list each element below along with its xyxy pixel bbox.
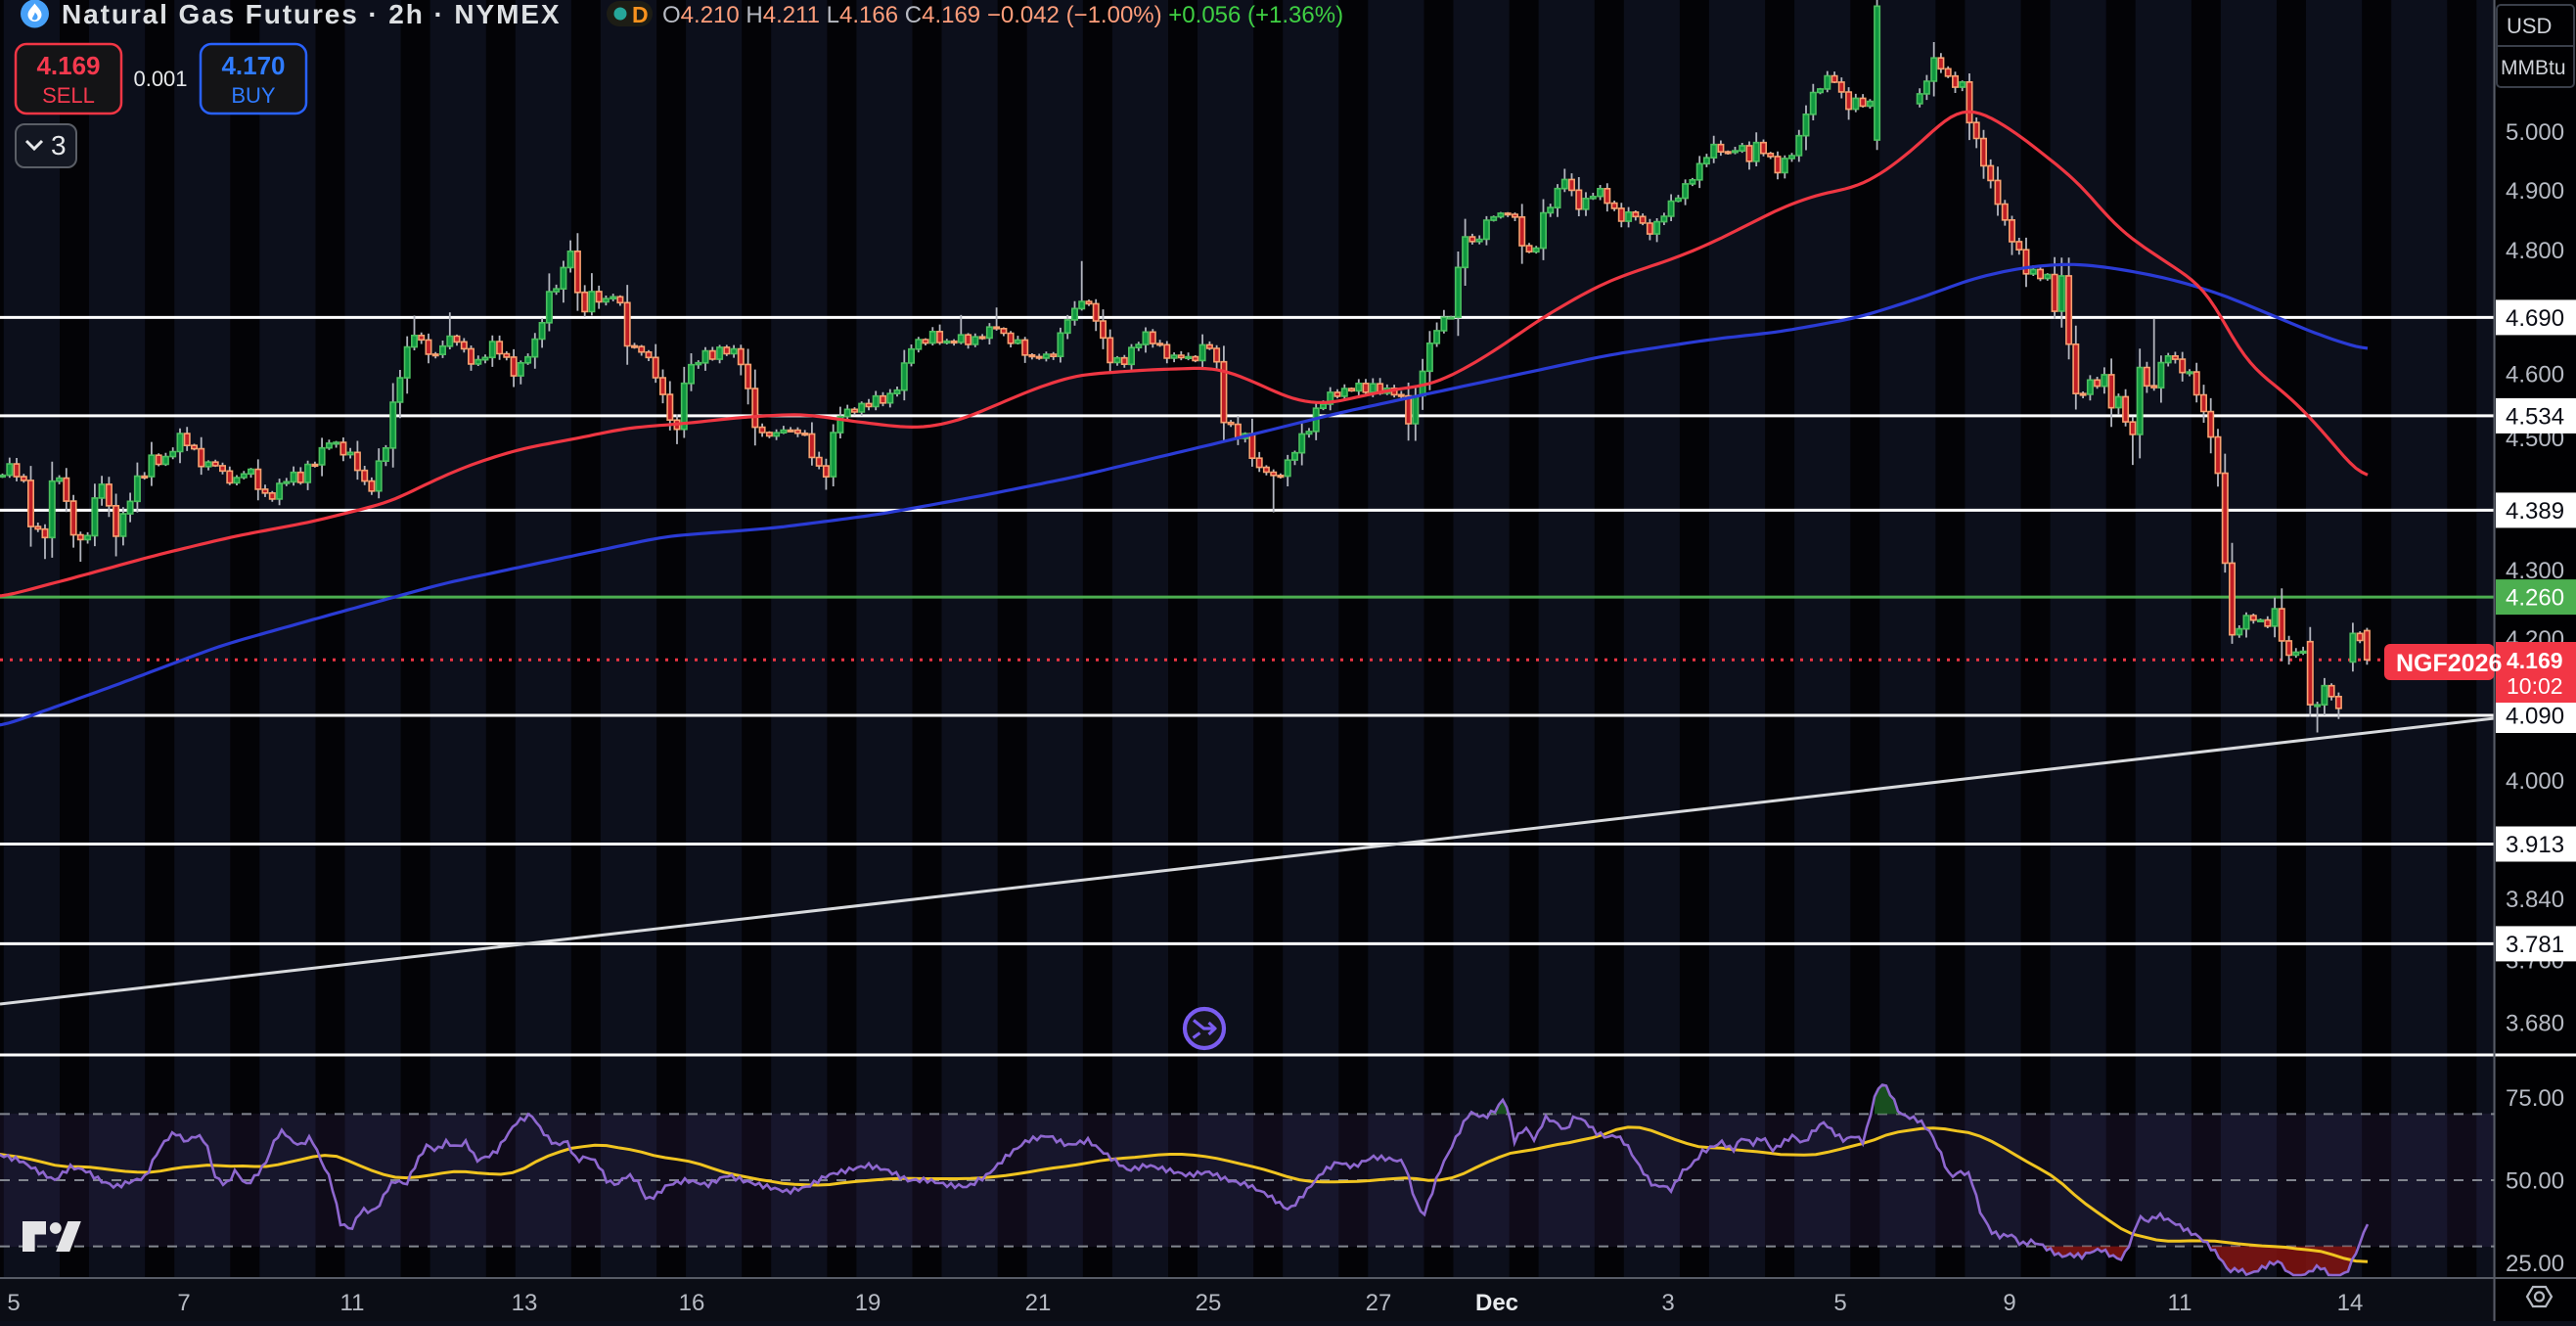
svg-text:4.690: 4.690 bbox=[2506, 305, 2564, 332]
svg-text:4.600: 4.600 bbox=[2506, 362, 2564, 389]
svg-text:3.680: 3.680 bbox=[2506, 1011, 2564, 1037]
svg-text:50.00: 50.00 bbox=[2506, 1168, 2564, 1195]
svg-text:5: 5 bbox=[7, 1290, 20, 1316]
svg-text:9: 9 bbox=[2003, 1290, 2015, 1316]
svg-text:BUY: BUY bbox=[231, 83, 276, 108]
svg-text:4.169: 4.169 bbox=[2507, 648, 2563, 673]
svg-text:4.800: 4.800 bbox=[2506, 238, 2564, 264]
svg-text:SELL: SELL bbox=[42, 83, 95, 108]
svg-text:14: 14 bbox=[2337, 1290, 2364, 1316]
svg-text:4.169: 4.169 bbox=[36, 51, 100, 80]
svg-text:4.170: 4.170 bbox=[221, 51, 285, 80]
svg-text:75.00: 75.00 bbox=[2506, 1085, 2564, 1112]
svg-text:4.389: 4.389 bbox=[2506, 498, 2564, 525]
svg-text:4.900: 4.900 bbox=[2506, 178, 2564, 205]
svg-text:3: 3 bbox=[1661, 1290, 1674, 1316]
svg-text:11: 11 bbox=[2168, 1290, 2192, 1316]
svg-text:4.090: 4.090 bbox=[2506, 704, 2564, 730]
svg-text:5.000: 5.000 bbox=[2506, 119, 2564, 146]
svg-text:Dec: Dec bbox=[1475, 1290, 1518, 1316]
svg-text:3.781: 3.781 bbox=[2506, 932, 2564, 958]
svg-text:4.534: 4.534 bbox=[2506, 404, 2564, 431]
svg-text:4.260: 4.260 bbox=[2506, 585, 2564, 612]
svg-text:13: 13 bbox=[512, 1290, 538, 1316]
svg-text:0.001: 0.001 bbox=[133, 67, 187, 91]
svg-text:4.000: 4.000 bbox=[2506, 768, 2564, 795]
svg-text:7: 7 bbox=[177, 1290, 190, 1316]
svg-text:16: 16 bbox=[679, 1290, 705, 1316]
svg-text:Natural Gas Futures · 2h · NYM: Natural Gas Futures · 2h · NYMEX bbox=[62, 0, 561, 29]
svg-text:3: 3 bbox=[51, 130, 67, 160]
svg-text:19: 19 bbox=[855, 1290, 881, 1316]
svg-text:3.913: 3.913 bbox=[2506, 832, 2564, 858]
svg-text:11: 11 bbox=[340, 1290, 365, 1316]
svg-text:3.840: 3.840 bbox=[2506, 887, 2564, 913]
svg-text:NGF2026: NGF2026 bbox=[2396, 650, 2502, 677]
svg-text:5: 5 bbox=[1833, 1290, 1846, 1316]
svg-text:21: 21 bbox=[1025, 1290, 1052, 1316]
svg-text:10:02: 10:02 bbox=[2507, 673, 2563, 699]
svg-text:MMBtu: MMBtu bbox=[2501, 57, 2566, 79]
svg-text:25.00: 25.00 bbox=[2506, 1251, 2564, 1277]
svg-text:25: 25 bbox=[1196, 1290, 1222, 1316]
svg-text:27: 27 bbox=[1366, 1290, 1392, 1316]
svg-text:USD: USD bbox=[2507, 14, 2552, 38]
svg-text:O4.210 H4.211 L4.166 C4.169 −0: O4.210 H4.211 L4.166 C4.169 −0.042 (−1.0… bbox=[662, 2, 1343, 28]
svg-text:D: D bbox=[632, 2, 649, 27]
